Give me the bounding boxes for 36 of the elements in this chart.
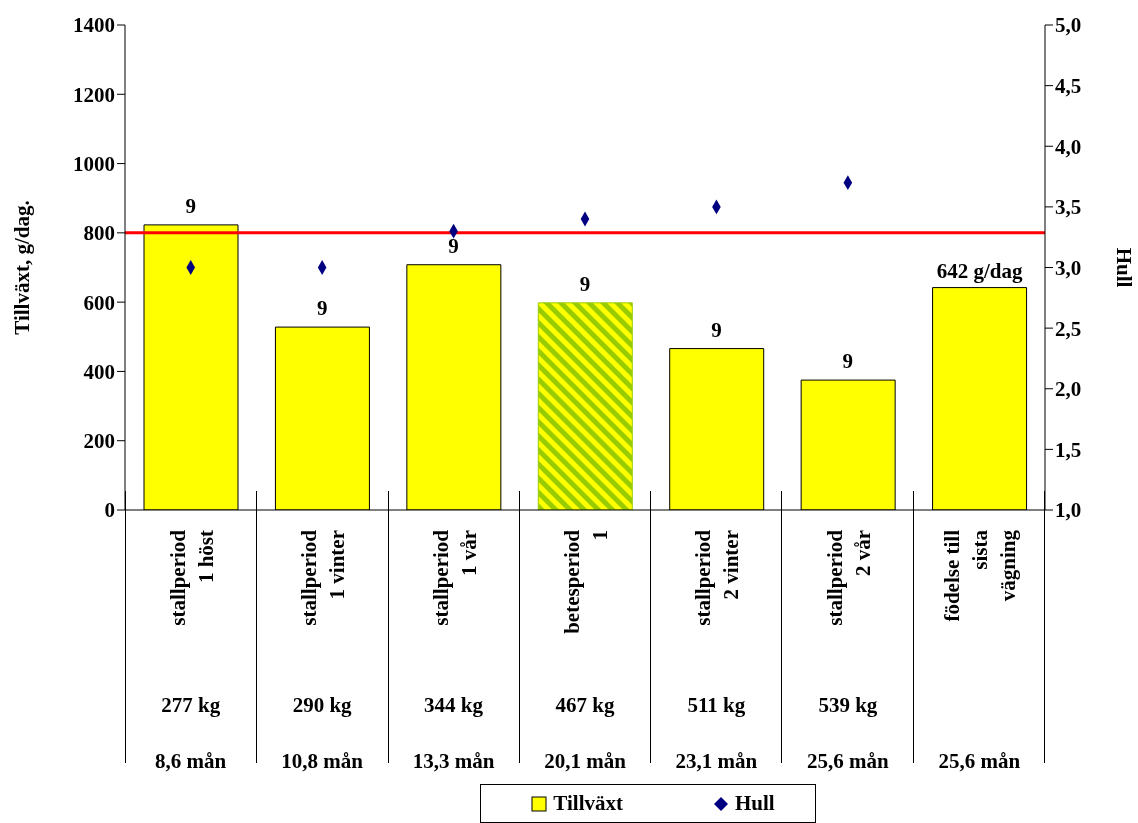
annotation: 9 [316,296,328,321]
y-axis-title: Tillväxt, g/dag. [10,200,35,335]
y-tick-label: 400 [83,359,115,384]
y2-tick-label: 1,5 [1055,437,1082,462]
y-tick-label: 1400 [73,13,115,38]
annotation: 9 [185,193,196,218]
y2-tick-label: 3,5 [1055,195,1082,220]
y2-tick-label: 4,5 [1055,74,1082,99]
category-label: stallperiod 1 vinter 290 kg 10,8 mån [281,530,363,773]
legend-label: Hull [733,791,775,816]
category-label: stallperiod 2 vinter 511 kg 23,1 mån [675,530,758,773]
data-label: 642 g/dag [936,258,1023,283]
y-tick-label: 0 [104,498,115,523]
y2-tick-label: 1,0 [1055,498,1082,523]
y-tick-label: 1000 [73,152,115,177]
y2-tick-label: 4,0 [1055,134,1082,159]
annotation: 9 [579,271,591,296]
y2-tick-label: 3,0 [1055,255,1082,280]
annotation: 9 [842,349,854,374]
y-tick-label: 800 [83,221,115,246]
annotation: 9 [711,317,722,342]
y2-tick-label: 2,0 [1055,377,1082,402]
category-label: betesperiod 1 467 kg 20,1 mån [544,530,626,773]
y-tick-label: 600 [83,290,115,315]
category-label: stallperiod 2 vår 539 kg 25,6 mån [807,530,889,773]
annotation: 9 [448,233,459,258]
bar [537,302,633,510]
category-label: stallperiod 1 vår 344 kg 13,3 mån [412,530,495,773]
y2-tick-label: 5,0 [1055,13,1082,38]
y-tick-label: 1200 [73,82,115,107]
legend-label: Tillväxt [552,791,623,816]
y2-axis-title: Hull [1111,247,1136,288]
y2-tick-label: 2,5 [1055,316,1082,341]
category-label: födelse till sista vägning 25,6 mån [938,530,1021,773]
y-tick-label: 200 [83,429,115,454]
category-label: stallperiod 1 höst 277 kg 8,6 mån [155,530,227,773]
